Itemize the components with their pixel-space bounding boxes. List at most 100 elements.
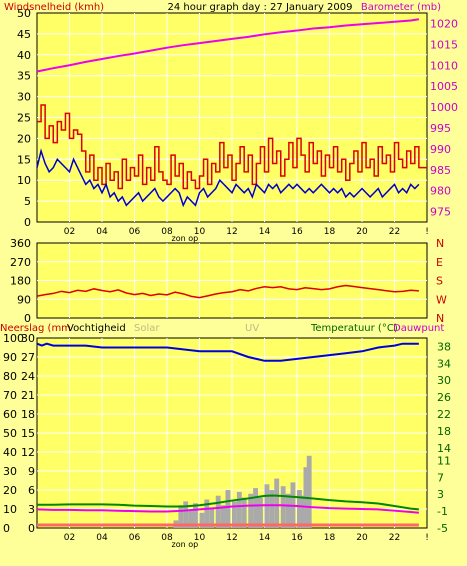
humidity-panel-xtick-label: 04 xyxy=(96,533,108,543)
sunrise-label: zon op xyxy=(172,234,199,243)
solar-bar xyxy=(253,488,258,528)
temp-ytick-label: -5 xyxy=(437,522,448,535)
humidity-ytick-label: 20 xyxy=(3,484,17,497)
wind-panel-xtick-label: 06 xyxy=(129,227,141,237)
wind-panel-xtick-end: ! xyxy=(425,227,429,237)
solar-bar xyxy=(215,495,221,528)
solar-bar xyxy=(300,495,306,528)
humidity-panel-xtick-label: 12 xyxy=(226,533,237,543)
solar-bar xyxy=(204,499,210,528)
temp-ytick-label: 34 xyxy=(437,357,451,370)
solar-bar xyxy=(258,497,263,528)
baro-ytick-label: 980 xyxy=(430,185,451,198)
humidity-panel-xtick-label: 02 xyxy=(64,533,75,543)
wind-panel-xtick-label: 14 xyxy=(259,227,271,237)
rain-ytick-label: 27 xyxy=(21,351,35,364)
wind-ytick-label: 50 xyxy=(17,7,31,20)
humidity-panel-xtick-label: 20 xyxy=(356,533,368,543)
humidity-ytick-label: 0 xyxy=(3,522,10,535)
dewpoint-line xyxy=(36,504,419,514)
solar-axis-label: Solar xyxy=(134,323,160,334)
wind-panel-xtick-label: 18 xyxy=(324,227,336,237)
solar-bar xyxy=(220,505,226,528)
wind-panel-xtick-label: 20 xyxy=(356,227,368,237)
rain-ytick-label: 24 xyxy=(21,370,35,383)
humidity-ytick-label: 100 xyxy=(3,332,24,345)
direction-ytick-label: 90 xyxy=(17,293,31,306)
wind-ytick-label: 20 xyxy=(17,132,31,145)
humidity-ytick-label: 80 xyxy=(3,370,17,383)
rain-axis-label: Neerslag (mm xyxy=(0,323,71,334)
solar-bar xyxy=(183,501,189,528)
baro-ytick-label: 975 xyxy=(430,206,451,219)
solar-bar xyxy=(232,501,237,528)
wind-panel-xtick-label: 02 xyxy=(64,227,75,237)
wind-ytick-label: 45 xyxy=(17,28,31,41)
temp-ytick-label: 3 xyxy=(437,488,444,501)
baro-ytick-label: 985 xyxy=(430,164,451,177)
wind-panel-xtick-label: 04 xyxy=(96,227,108,237)
humidity-ytick-label: 10 xyxy=(3,503,17,516)
solar-bar xyxy=(248,493,254,528)
solar-bar xyxy=(274,478,280,528)
solar-bar xyxy=(306,455,312,528)
temperature-axis-label: Temperatuur (°C) xyxy=(310,323,398,334)
humidity-panel-xtick-end: ! xyxy=(425,533,429,543)
rain-ytick-label: 0 xyxy=(28,522,35,535)
wind-ytick-label: 35 xyxy=(17,70,31,83)
solar-bar xyxy=(193,503,198,528)
rain-ytick-label: 21 xyxy=(21,389,35,402)
humidity-panel-xtick-label: 10 xyxy=(194,533,206,543)
compass-label: S xyxy=(436,275,443,288)
solar-bar xyxy=(285,493,291,528)
wind-speed-line xyxy=(37,104,427,190)
compass-label: N xyxy=(436,237,444,250)
wind-panel-xtick-label: 12 xyxy=(226,227,237,237)
wind-axis-label: Windsnelheid (kmh) xyxy=(4,2,104,13)
baro-ytick-label: 1000 xyxy=(430,101,458,114)
humidity-ytick-label: 40 xyxy=(3,446,17,459)
humidity-ytick-label: 30 xyxy=(3,465,17,478)
baro-ytick-label: 995 xyxy=(430,122,451,135)
uv-axis-label: UV xyxy=(245,323,259,334)
wind-panel-xtick-label: 10 xyxy=(194,227,206,237)
temp-ytick-label: -1 xyxy=(437,505,448,518)
rain-ytick-label: 9 xyxy=(28,465,35,478)
compass-label: W xyxy=(436,293,447,306)
temp-ytick-label: 14 xyxy=(437,442,451,455)
direction-ytick-label: 270 xyxy=(10,256,31,269)
solar-bar xyxy=(297,490,302,528)
wind-panel-xtick-label: 22 xyxy=(389,227,400,237)
dewpoint-axis-label: Dauwpunt xyxy=(393,323,444,334)
humidity-panel-xtick-label: 22 xyxy=(389,533,400,543)
rain-ytick-label: 18 xyxy=(21,408,35,421)
solar-bar xyxy=(178,505,184,528)
temp-ytick-label: 38 xyxy=(437,340,451,353)
solar-bar xyxy=(188,510,193,528)
wind-ytick-label: 15 xyxy=(17,153,31,166)
solar-bar xyxy=(269,490,275,528)
humidity-ytick-label: 60 xyxy=(3,408,17,421)
wind-ytick-label: 30 xyxy=(17,91,31,104)
solar-bar xyxy=(199,512,205,528)
wind-panel-xtick-label: 08 xyxy=(161,227,173,237)
solar-bar xyxy=(225,490,231,528)
baro-ytick-label: 1005 xyxy=(430,80,458,93)
temp-ytick-label: 7 xyxy=(437,471,444,484)
compass-label: N xyxy=(436,312,444,325)
temp-ytick-label: 26 xyxy=(437,391,451,404)
wind-direction-line xyxy=(36,284,419,299)
wind-ytick-label: 10 xyxy=(17,174,31,187)
direction-ytick-label: 0 xyxy=(24,312,31,325)
wind-average-line xyxy=(36,148,420,208)
chart-title: 24 hour graph day : 27 January 2009 xyxy=(168,2,353,13)
wind-ytick-label: 40 xyxy=(17,49,31,62)
rain-ytick-label: 12 xyxy=(21,446,35,459)
rain-ytick-label: 3 xyxy=(28,503,35,516)
wind-panel-xtick-label: 16 xyxy=(291,227,303,237)
solar-bar xyxy=(280,486,286,528)
humidity-ytick-label: 50 xyxy=(3,427,17,440)
compass-label: E xyxy=(436,256,443,269)
humidity-axis-label: Vochtigheid xyxy=(67,323,126,334)
